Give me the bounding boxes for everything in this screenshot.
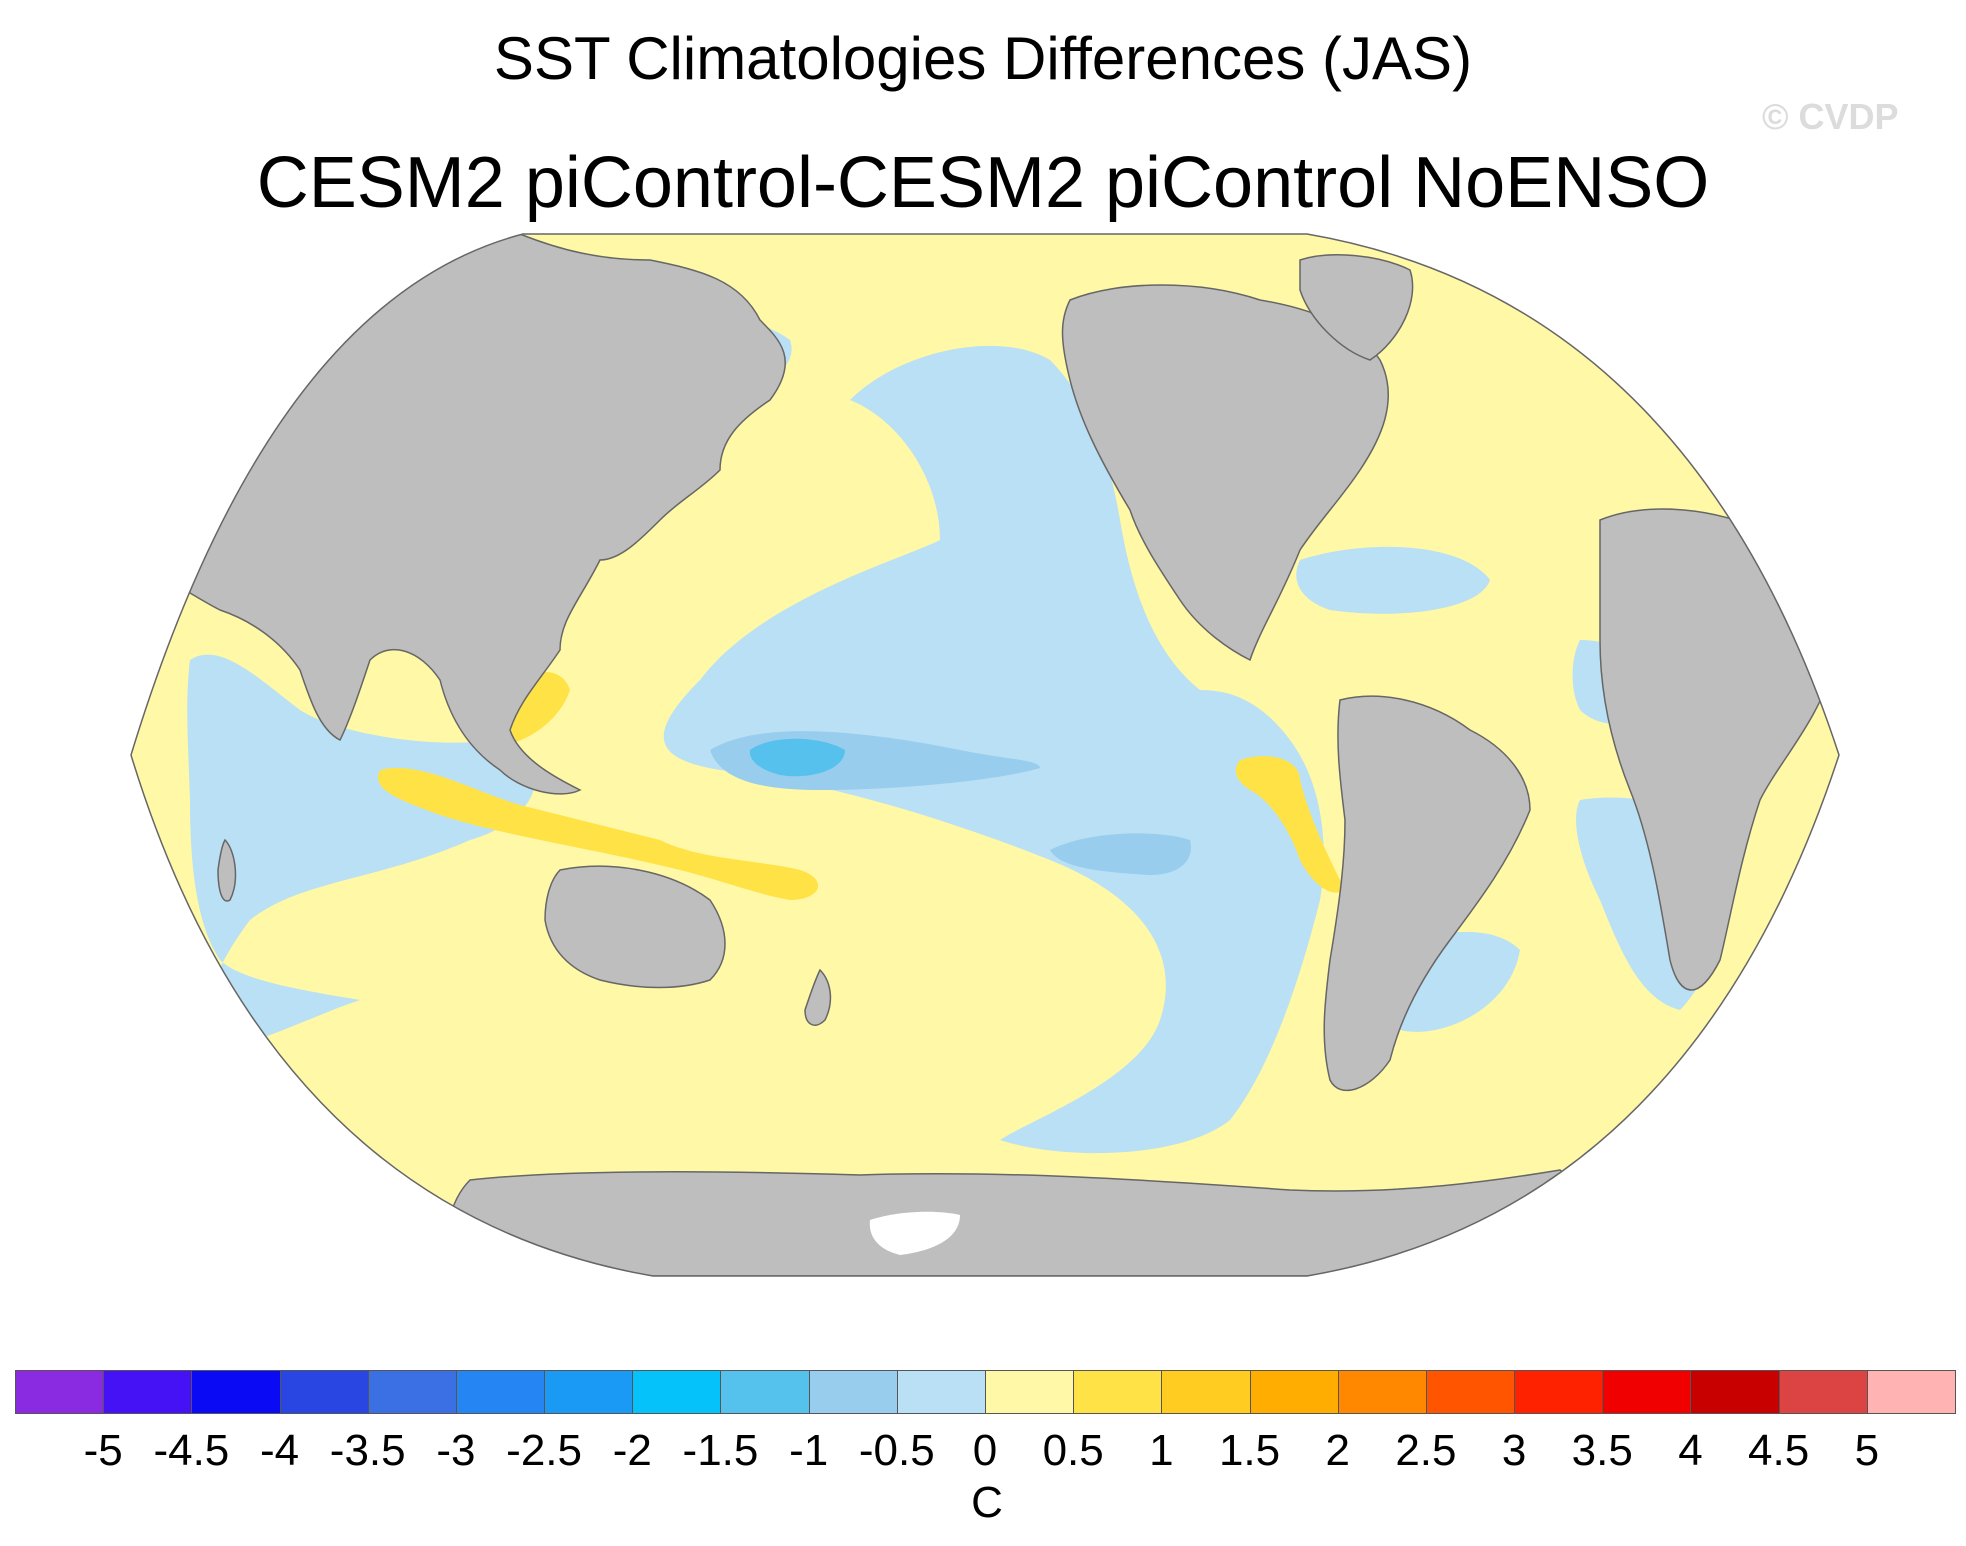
colorbar-tick-label: 2.5 xyxy=(1395,1426,1457,1475)
colorbar-box xyxy=(279,1370,369,1414)
new-zealand-land xyxy=(804,968,832,1026)
colorbar-box xyxy=(103,1370,193,1414)
map-subtitle: CESM2 piControl-CESM2 piControl NoENSO xyxy=(256,143,1710,223)
colorbar-unit: C xyxy=(971,1478,1003,1527)
colorbar-tick-label: 5 xyxy=(1854,1426,1880,1475)
colorbar-box xyxy=(985,1370,1075,1414)
colorbar-box xyxy=(1337,1370,1427,1414)
colorbar-box xyxy=(1866,1370,1956,1414)
colorbar xyxy=(15,1370,1956,1414)
maritime-continent-positive xyxy=(378,768,819,900)
map-outline xyxy=(130,233,1840,1277)
colorbar-tick-label: 3 xyxy=(1501,1426,1527,1475)
south-america-land xyxy=(1323,695,1531,1091)
colorbar-tick-label: -0.5 xyxy=(858,1426,935,1475)
indian-ocean-negative xyxy=(187,654,536,1046)
eastern-pacific-negative xyxy=(1050,833,1191,875)
peak-negative-center xyxy=(749,738,845,777)
colorbar-box xyxy=(1161,1370,1251,1414)
colorbar-tick-label: -4.5 xyxy=(153,1426,230,1475)
colorbar-tick-label: 4.5 xyxy=(1748,1426,1810,1475)
colorbar-tick-label: -4 xyxy=(259,1426,300,1475)
colorbar-tick-label: -2.5 xyxy=(506,1426,582,1475)
colorbar-tick-label: -1.5 xyxy=(682,1426,759,1475)
colorbar-tick-label: 2 xyxy=(1325,1426,1350,1475)
colorbar-tick-label: 3.5 xyxy=(1571,1426,1633,1475)
watermark: © CVDP xyxy=(1762,96,1899,137)
colorbar-box xyxy=(191,1370,281,1414)
map-title: SST Climatologies Differences (JAS) xyxy=(493,25,1473,92)
colorbar-box xyxy=(544,1370,634,1414)
colorbar-box xyxy=(1514,1370,1604,1414)
colorbar-tick-label: 0.5 xyxy=(1042,1426,1104,1475)
colorbar-box xyxy=(1778,1370,1868,1414)
colorbar-box xyxy=(1425,1370,1516,1414)
colorbar-tick-label: -5 xyxy=(83,1426,123,1475)
colorbar-box xyxy=(1249,1370,1339,1414)
colorbar-box xyxy=(455,1370,546,1414)
colorbar-tick-label: -3 xyxy=(436,1426,476,1475)
colorbar-tick-label: 0 xyxy=(972,1426,998,1475)
colorbar-tick-label: -3.5 xyxy=(329,1426,406,1475)
colorbar-tick-label: 1.5 xyxy=(1218,1426,1281,1475)
peru-coast-positive xyxy=(1235,756,1345,893)
colorbar-box xyxy=(367,1370,457,1414)
north-america-land xyxy=(1061,284,1389,662)
colorbar-tick-label: 4 xyxy=(1678,1426,1703,1475)
colorbar-box xyxy=(808,1370,898,1414)
colorbar-box xyxy=(1602,1370,1692,1414)
land-masses xyxy=(131,234,1836,1276)
colorbar-tick-label: -2 xyxy=(612,1426,652,1475)
pacific-negative-region xyxy=(663,345,1324,1154)
greenland-land xyxy=(1299,254,1414,361)
australia-land xyxy=(544,865,726,989)
colorbar-tick-label: -1 xyxy=(789,1426,829,1475)
sea-ice-patch xyxy=(869,1211,960,1255)
colorbar-box xyxy=(896,1370,986,1414)
north-atlantic-negative xyxy=(1296,546,1490,614)
colorbar-box xyxy=(632,1370,722,1414)
colorbar-box xyxy=(1073,1370,1163,1414)
colorbar-box xyxy=(720,1370,810,1414)
colorbar-box xyxy=(15,1370,105,1414)
colorbar-tick-label: 1 xyxy=(1149,1426,1174,1475)
colorbar-box xyxy=(1690,1370,1780,1414)
madagascar-land xyxy=(217,838,237,902)
